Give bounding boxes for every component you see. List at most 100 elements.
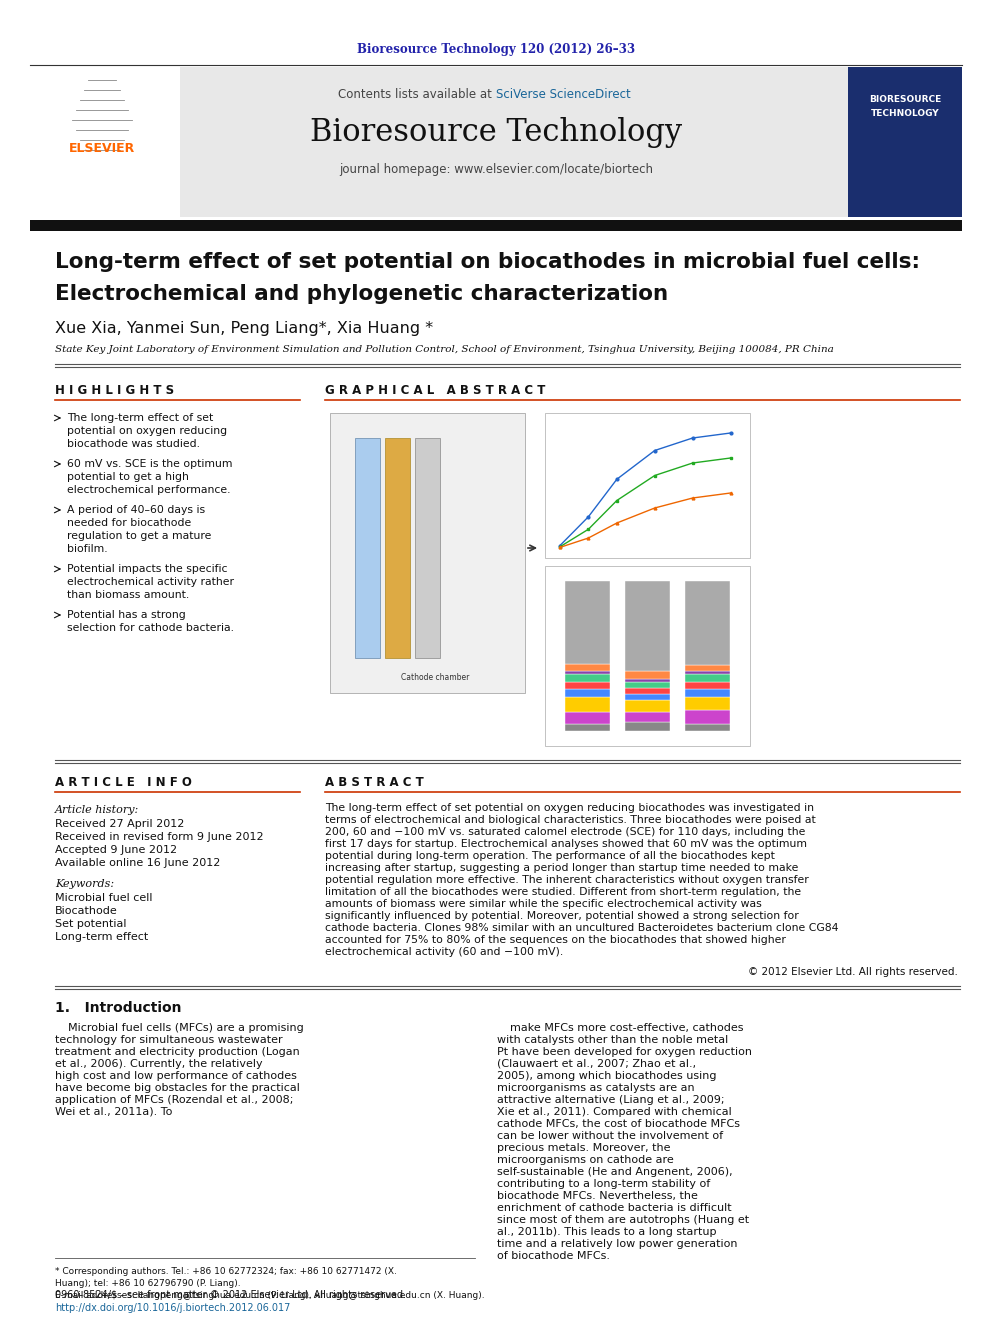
Text: A period of 40–60 days is: A period of 40–60 days is bbox=[67, 505, 205, 515]
Text: 60 mV vs. SCE is the optimum: 60 mV vs. SCE is the optimum bbox=[67, 459, 232, 468]
Bar bbox=[415, 438, 440, 658]
Text: potential regulation more effective. The inherent characteristics without oxygen: potential regulation more effective. The… bbox=[325, 875, 808, 885]
Text: potential to get a high: potential to get a high bbox=[67, 472, 188, 482]
Text: application of MFCs (Rozendal et al., 2008;: application of MFCs (Rozendal et al., 20… bbox=[55, 1095, 294, 1105]
Text: Electrochemical and phylogenetic characterization: Electrochemical and phylogenetic charact… bbox=[55, 284, 669, 304]
Bar bbox=[685, 724, 730, 732]
Text: Potential has a strong: Potential has a strong bbox=[67, 610, 186, 620]
Text: significantly influenced by potential. Moreover, potential showed a strong selec: significantly influenced by potential. M… bbox=[325, 912, 799, 921]
Text: et al., 2006). Currently, the relatively: et al., 2006). Currently, the relatively bbox=[55, 1058, 263, 1069]
Text: * Corresponding authors. Tel.: +86 10 62772324; fax: +86 10 62771472 (X.: * Corresponding authors. Tel.: +86 10 62… bbox=[55, 1267, 397, 1277]
Text: precious metals. Moreover, the: precious metals. Moreover, the bbox=[497, 1143, 671, 1154]
Bar bbox=[565, 673, 610, 681]
Text: can be lower without the involvement of: can be lower without the involvement of bbox=[497, 1131, 723, 1140]
Text: than biomass amount.: than biomass amount. bbox=[67, 590, 189, 601]
Text: SciVerse ScienceDirect: SciVerse ScienceDirect bbox=[496, 89, 631, 102]
Text: of biocathode MFCs.: of biocathode MFCs. bbox=[497, 1252, 610, 1261]
Text: BIORESOURCE: BIORESOURCE bbox=[869, 95, 941, 105]
Text: since most of them are autotrophs (Huang et: since most of them are autotrophs (Huang… bbox=[497, 1215, 749, 1225]
Text: cathode MFCs, the cost of biocathode MFCs: cathode MFCs, the cost of biocathode MFC… bbox=[497, 1119, 740, 1129]
Text: Bioresource Technology: Bioresource Technology bbox=[310, 116, 682, 147]
Text: Wei et al., 2011a). To: Wei et al., 2011a). To bbox=[55, 1107, 173, 1117]
Bar bbox=[685, 673, 730, 681]
Text: regulation to get a mature: regulation to get a mature bbox=[67, 531, 211, 541]
Text: H I G H L I G H T S: H I G H L I G H T S bbox=[55, 384, 175, 397]
Bar bbox=[565, 724, 610, 732]
Text: selection for cathode bacteria.: selection for cathode bacteria. bbox=[67, 623, 234, 632]
Text: contributing to a long-term stability of: contributing to a long-term stability of bbox=[497, 1179, 710, 1189]
Text: http://dx.doi.org/10.1016/j.biortech.2012.06.017: http://dx.doi.org/10.1016/j.biortech.201… bbox=[55, 1303, 291, 1312]
Bar bbox=[565, 671, 610, 673]
Text: biocathode MFCs. Nevertheless, the: biocathode MFCs. Nevertheless, the bbox=[497, 1191, 698, 1201]
Bar bbox=[565, 581, 610, 664]
Text: Bioresource Technology 120 (2012) 26–33: Bioresource Technology 120 (2012) 26–33 bbox=[357, 44, 635, 57]
Bar bbox=[30, 67, 180, 217]
Text: Xie et al., 2011). Compared with chemical: Xie et al., 2011). Compared with chemica… bbox=[497, 1107, 732, 1117]
Text: limitation of all the biocathodes were studied. Different from short-term regula: limitation of all the biocathodes were s… bbox=[325, 886, 802, 897]
Text: Article history:: Article history: bbox=[55, 804, 139, 815]
Text: (Clauwaert et al., 2007; Zhao et al.,: (Clauwaert et al., 2007; Zhao et al., bbox=[497, 1058, 696, 1069]
Text: Contents lists available at: Contents lists available at bbox=[338, 89, 496, 102]
Text: biofilm.: biofilm. bbox=[67, 544, 107, 554]
Bar bbox=[625, 700, 670, 712]
Text: 0960-8524/$ - see front matter © 2012 Elsevier Ltd. All rights reserved.: 0960-8524/$ - see front matter © 2012 El… bbox=[55, 1290, 406, 1301]
Text: al., 2011b). This leads to a long startup: al., 2011b). This leads to a long startu… bbox=[497, 1226, 716, 1237]
Bar bbox=[565, 712, 610, 724]
Text: treatment and electricity production (Logan: treatment and electricity production (Lo… bbox=[55, 1046, 300, 1057]
Text: Cathode chamber: Cathode chamber bbox=[401, 673, 469, 683]
Bar bbox=[625, 671, 670, 679]
Bar bbox=[625, 722, 670, 732]
Bar bbox=[565, 689, 610, 696]
Bar bbox=[685, 696, 730, 710]
Text: electrochemical activity rather: electrochemical activity rather bbox=[67, 577, 234, 587]
Text: The long-term effect of set: The long-term effect of set bbox=[67, 413, 213, 423]
Text: microorganisms as catalysts are an: microorganisms as catalysts are an bbox=[497, 1084, 694, 1093]
Text: accounted for 75% to 80% of the sequences on the biocathodes that showed higher: accounted for 75% to 80% of the sequence… bbox=[325, 935, 786, 945]
Text: Set potential: Set potential bbox=[55, 919, 127, 929]
Bar bbox=[685, 689, 730, 696]
Bar bbox=[848, 67, 962, 217]
Text: 200, 60 and −100 mV vs. saturated calomel electrode (SCE) for 110 days, includin: 200, 60 and −100 mV vs. saturated calome… bbox=[325, 827, 806, 837]
Text: Long-term effect of set potential on biocathodes in microbial fuel cells:: Long-term effect of set potential on bio… bbox=[55, 251, 920, 273]
Bar bbox=[565, 664, 610, 671]
Text: biocathode was studied.: biocathode was studied. bbox=[67, 439, 200, 448]
Text: Xue Xia, Yanmei Sun, Peng Liang*, Xia Huang *: Xue Xia, Yanmei Sun, Peng Liang*, Xia Hu… bbox=[55, 320, 434, 336]
Bar bbox=[685, 581, 730, 665]
Text: Available online 16 June 2012: Available online 16 June 2012 bbox=[55, 859, 220, 868]
Bar bbox=[625, 679, 670, 681]
Bar bbox=[355, 438, 380, 658]
Text: State Key Joint Laboratory of Environment Simulation and Pollution Control, Scho: State Key Joint Laboratory of Environmen… bbox=[55, 345, 833, 355]
Bar bbox=[685, 681, 730, 689]
Text: Potential impacts the specific: Potential impacts the specific bbox=[67, 564, 227, 574]
Bar bbox=[625, 581, 670, 671]
Text: Received 27 April 2012: Received 27 April 2012 bbox=[55, 819, 185, 830]
Text: needed for biocathode: needed for biocathode bbox=[67, 519, 191, 528]
Bar bbox=[545, 413, 750, 558]
Text: Huang); tel: +86 10 62796790 (P. Liang).: Huang); tel: +86 10 62796790 (P. Liang). bbox=[55, 1279, 241, 1289]
Bar bbox=[685, 710, 730, 724]
Bar bbox=[30, 220, 962, 232]
Text: ELSEVIER: ELSEVIER bbox=[68, 142, 135, 155]
Bar bbox=[625, 712, 670, 722]
Text: TECHNOLOGY: TECHNOLOGY bbox=[871, 110, 939, 119]
Text: Accepted 9 June 2012: Accepted 9 June 2012 bbox=[55, 845, 178, 855]
Text: 2005), among which biocathodes using: 2005), among which biocathodes using bbox=[497, 1072, 716, 1081]
Text: cathode bacteria. Clones 98% similar with an uncultured Bacteroidetes bacterium : cathode bacteria. Clones 98% similar wit… bbox=[325, 923, 838, 933]
Text: first 17 days for startup. Electrochemical analyses showed that 60 mV was the op: first 17 days for startup. Electrochemic… bbox=[325, 839, 807, 849]
Text: Pt have been developed for oxygen reduction: Pt have been developed for oxygen reduct… bbox=[497, 1046, 752, 1057]
Text: E-mail addresses: liangpeng@tsinghua.edu.cn (P. Liang), xhuang@tsinghua.edu.cn (: E-mail addresses: liangpeng@tsinghua.edu… bbox=[55, 1291, 485, 1301]
Text: potential during long-term operation. The performance of all the biocathodes kep: potential during long-term operation. Th… bbox=[325, 851, 775, 861]
Bar bbox=[385, 438, 410, 658]
Text: The long-term effect of set potential on oxygen reducing biocathodes was investi: The long-term effect of set potential on… bbox=[325, 803, 814, 814]
Text: Microbial fuel cells (MFCs) are a promising: Microbial fuel cells (MFCs) are a promis… bbox=[68, 1023, 304, 1033]
Text: time and a relatively low power generation: time and a relatively low power generati… bbox=[497, 1240, 737, 1249]
Text: enrichment of cathode bacteria is difficult: enrichment of cathode bacteria is diffic… bbox=[497, 1203, 732, 1213]
Text: Biocathode: Biocathode bbox=[55, 906, 118, 916]
Text: amounts of biomass were similar while the specific electrochemical activity was: amounts of biomass were similar while th… bbox=[325, 900, 762, 909]
Text: Microbial fuel cell: Microbial fuel cell bbox=[55, 893, 153, 904]
Bar bbox=[545, 566, 750, 746]
Bar bbox=[625, 693, 670, 700]
Text: increasing after startup, suggesting a period longer than startup time needed to: increasing after startup, suggesting a p… bbox=[325, 863, 799, 873]
Text: make MFCs more cost-effective, cathodes: make MFCs more cost-effective, cathodes bbox=[510, 1023, 743, 1033]
Text: have become big obstacles for the practical: have become big obstacles for the practi… bbox=[55, 1084, 300, 1093]
